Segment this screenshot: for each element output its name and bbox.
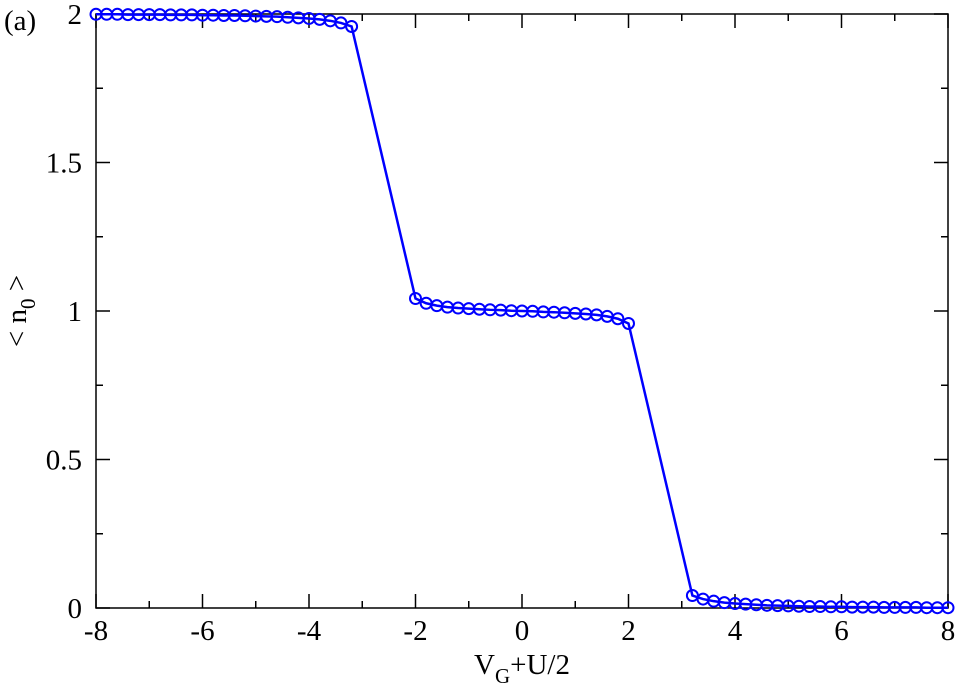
y-label-rest: > — [1, 275, 33, 299]
x-label-sub: G — [495, 664, 510, 688]
x-tick-label: -4 — [297, 615, 322, 647]
x-tick-label: 4 — [728, 615, 743, 647]
y-tick-label: 1.5 — [46, 148, 82, 180]
y-label-sub: 0 — [16, 299, 40, 310]
y-tick-label: 0 — [68, 593, 83, 625]
data-point — [941, 601, 955, 615]
x-tick-label: -6 — [190, 615, 214, 647]
x-tick-label: -2 — [403, 615, 427, 647]
y-label-main: < n — [1, 309, 33, 348]
data-point — [622, 316, 635, 330]
x-label-rest: +U/2 — [510, 649, 570, 681]
x-tick-label: 2 — [621, 615, 636, 647]
y-tick-label: 1 — [68, 296, 83, 328]
y-axis-label: < n0 > — [1, 275, 40, 347]
x-tick-label: 0 — [515, 615, 530, 647]
x-tick-label: 8 — [941, 615, 956, 647]
panel-label: (a) — [4, 5, 36, 37]
data-point — [345, 19, 359, 33]
data-point — [409, 292, 422, 306]
data-point — [611, 312, 625, 326]
y-tick-label: 0.5 — [46, 445, 82, 477]
x-axis-label: VG+U/2 — [474, 649, 570, 688]
series-line — [96, 13, 948, 609]
x-tick-label: -8 — [84, 615, 108, 647]
y-tick-label: 2 — [68, 0, 83, 31]
x-tick-label: 6 — [834, 615, 849, 647]
x-label-main: V — [474, 649, 495, 681]
